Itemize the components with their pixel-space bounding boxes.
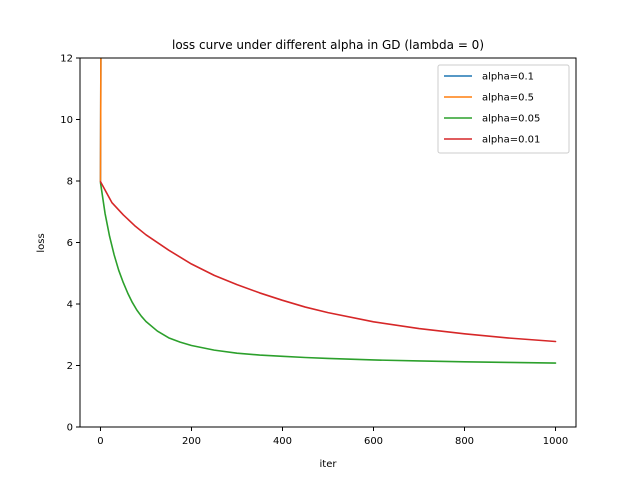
x-tick-label: 400 <box>273 436 292 447</box>
x-tick-label: 0 <box>97 436 103 447</box>
x-tick-label: 800 <box>455 436 474 447</box>
legend-label: alpha=0.5 <box>482 93 534 104</box>
x-axis-label: iter <box>320 459 338 470</box>
x-tick-label: 600 <box>364 436 383 447</box>
x-axis: 0 200 400 600 800 1000 <box>97 427 568 447</box>
y-tick-label: 6 <box>67 238 73 249</box>
y-tick-label: 2 <box>67 361 73 372</box>
y-tick-label: 0 <box>67 423 73 434</box>
chart-title: loss curve under different alpha in GD (… <box>172 38 484 52</box>
series-line-4 <box>99 180 557 343</box>
y-axis-label: loss <box>36 233 47 252</box>
x-tick-label: 200 <box>182 436 201 447</box>
series-line-3 <box>99 181 557 364</box>
legend-label: alpha=0.05 <box>482 114 540 125</box>
y-tick-label: 4 <box>67 300 73 311</box>
legend-label: alpha=0.01 <box>482 135 540 146</box>
y-tick-label: 12 <box>60 54 73 65</box>
y-tick-label: 8 <box>67 177 73 188</box>
plot-lines <box>99 58 557 364</box>
legend-box <box>437 64 570 154</box>
legend: alpha=0.1 alpha=0.5 alpha=0.05 alpha=0.01 <box>437 64 570 154</box>
y-axis: 0 2 4 6 8 10 12 <box>60 54 80 434</box>
legend-label: alpha=0.1 <box>482 72 534 83</box>
x-tick-label: 1000 <box>543 436 568 447</box>
y-tick-label: 10 <box>60 115 73 126</box>
